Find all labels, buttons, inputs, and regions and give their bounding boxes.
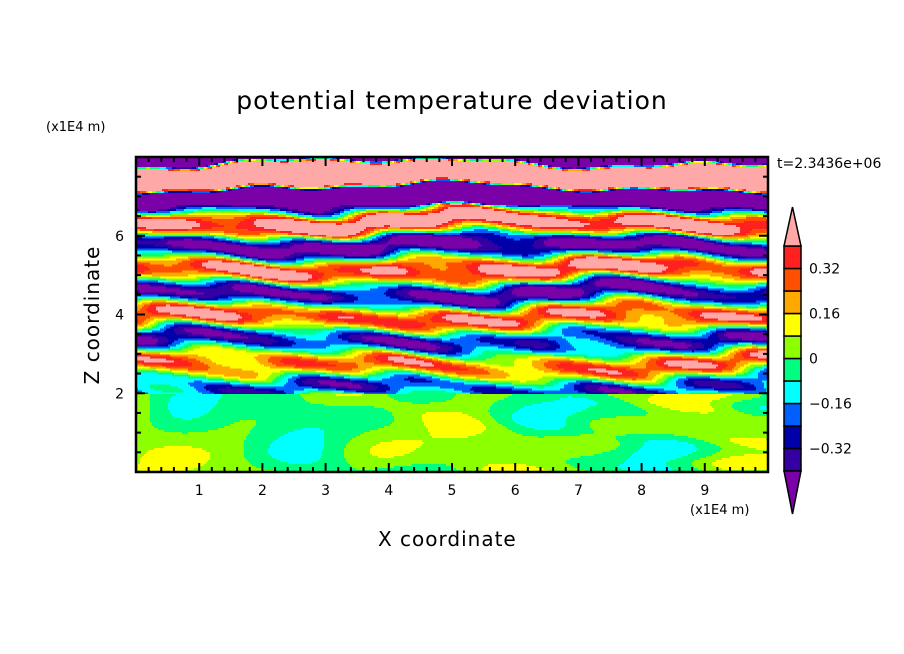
colorbar-tick-label: 0: [809, 352, 818, 368]
x-tick-label: 5: [448, 483, 457, 499]
x-axis-label: X coordinate: [378, 527, 517, 551]
colorbar-box: [783, 335, 802, 360]
colorbar-box: [783, 245, 802, 270]
colorbar-box: [783, 290, 802, 315]
colorbar-box: [783, 425, 802, 450]
time-annotation: t=2.3436e+06: [777, 156, 882, 172]
y-unit-label: (x1E4 m): [46, 120, 106, 135]
colorbar-box: [783, 267, 802, 292]
colorbar-extend-top: [783, 206, 802, 247]
colorbar-box: [783, 357, 802, 382]
x-tick-label: 2: [258, 483, 267, 499]
contour-field: [136, 157, 768, 472]
y-tick-label: 6: [115, 229, 124, 245]
x-unit-label: (x1E4 m): [690, 503, 750, 518]
y-tick-label: 2: [115, 386, 124, 402]
colorbar-tick-label: 0.32: [809, 262, 840, 278]
colorbar-box: [783, 380, 802, 405]
x-tick-label: 9: [700, 483, 709, 499]
colorbar-tick-label: 0.16: [809, 307, 840, 323]
x-tick-label: 4: [384, 483, 393, 499]
x-tick-label: 7: [574, 483, 583, 499]
x-tick-label: 6: [511, 483, 520, 499]
plot-frame: [134, 155, 770, 474]
colorbar-tick-label: −0.32: [809, 442, 852, 458]
x-tick-label: 8: [637, 483, 646, 499]
colorbar-box: [783, 312, 802, 337]
y-tick-label: 4: [115, 308, 124, 324]
colorbar-box: [783, 402, 802, 427]
colorbar-extend-bottom: [783, 470, 802, 515]
x-tick-label: 1: [195, 483, 204, 499]
colorbar-tick-label: −0.16: [809, 397, 852, 413]
x-tick-label: 3: [321, 483, 330, 499]
chart-title: potential temperature deviation: [236, 86, 668, 115]
colorbar-box: [783, 447, 802, 472]
